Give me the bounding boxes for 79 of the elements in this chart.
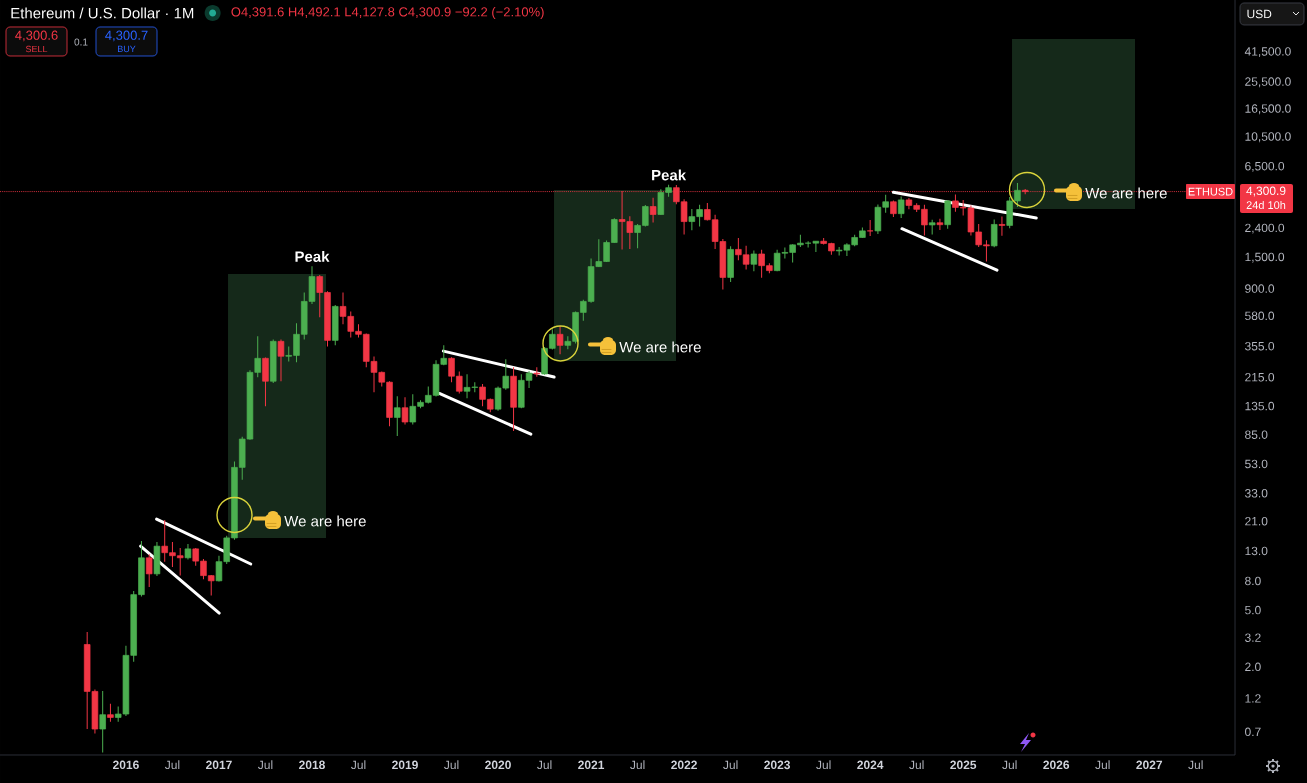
- x-tick-label: Jul: [537, 760, 552, 770]
- candlestick: [1014, 182, 1021, 208]
- y-tick-label: 580.0: [1245, 311, 1275, 321]
- y-tick-label: 10,500.0: [1245, 132, 1291, 143]
- text: 24d 10h: [1246, 200, 1286, 210]
- text: 4,300.9: [1246, 186, 1286, 197]
- annotation: Peak: [652, 169, 687, 181]
- annotation: 0.1: [74, 38, 88, 46]
- candlestick: [556, 325, 564, 355]
- y-tick-label: 1,500.0: [1245, 252, 1285, 263]
- x-tick-label: 2017: [206, 760, 232, 770]
- y-tick-label: 53.0: [1245, 459, 1268, 469]
- annotation: 4,300.6: [15, 30, 58, 42]
- y-tick-label: 900.0: [1245, 284, 1275, 293]
- y-tick-label: 21.0: [1245, 516, 1268, 526]
- annotation: We are here: [284, 515, 366, 527]
- text: USD: [1247, 9, 1272, 19]
- candlestick: [998, 215, 1006, 237]
- y-tick-label: 41,500.0: [1244, 47, 1291, 58]
- y-tick-label: 1.2: [1245, 694, 1261, 703]
- y-tick-label: 5.0: [1245, 605, 1261, 615]
- x-tick-label: Jul: [258, 760, 273, 770]
- y-tick-label: 33.0: [1245, 489, 1268, 498]
- y-tick-label: 16,500.0: [1245, 104, 1291, 115]
- candlestick: [262, 356, 269, 407]
- y-tick-label: 0.7: [1245, 727, 1261, 737]
- candlestick: [401, 396, 409, 425]
- y-tick-label: 215.0: [1245, 372, 1275, 382]
- x-tick-label: Jul: [1188, 760, 1203, 770]
- y-tick-label: 8.0: [1245, 576, 1261, 586]
- x-tick-label: Jul: [1095, 760, 1110, 770]
- candlestick: [750, 250, 758, 272]
- candlestick: [936, 218, 944, 231]
- x-tick-label: Jul: [1002, 760, 1017, 770]
- chart-title: Ethereum / U.S. Dollar · 1M: [11, 7, 194, 19]
- x-tick-label: Jul: [444, 760, 459, 770]
- text: O4,391.6 H4,492.1 L4,127.8 C4,300.9 −92.2 (−2.10%): [231, 6, 544, 20]
- annotation: Peak: [295, 250, 330, 262]
- x-tick-label: Jul: [351, 760, 366, 770]
- x-tick-label: 2024: [857, 760, 884, 770]
- y-tick-label: 3.2: [1245, 633, 1261, 642]
- y-tick-label: 2.0: [1245, 662, 1261, 672]
- candlestick: [944, 199, 951, 230]
- annotation: We are here: [1085, 187, 1167, 199]
- x-tick-label: 2022: [671, 760, 697, 770]
- x-tick-label: 2026: [1043, 760, 1070, 770]
- x-tick-label: Jul: [164, 760, 180, 770]
- x-tick-label: 2019: [392, 760, 418, 770]
- candlestick: [145, 553, 153, 588]
- candlestick: [277, 338, 285, 382]
- y-tick-label: 13.0: [1245, 546, 1268, 556]
- x-tick-label: 2016: [113, 760, 139, 770]
- annotation: SELL: [25, 45, 48, 53]
- y-tick-label: 355.0: [1245, 341, 1275, 351]
- y-tick-label: 85.0: [1245, 430, 1268, 439]
- candlestick: [107, 703, 114, 723]
- x-tick-label: 2027: [1136, 760, 1163, 770]
- x-tick-label: Jul: [723, 760, 738, 770]
- candlestick: [649, 197, 657, 224]
- candlestick: [897, 195, 905, 219]
- x-tick-label: 2018: [299, 760, 325, 770]
- x-tick-label: Jul: [816, 760, 831, 770]
- y-tick-label: 2,400.0: [1245, 223, 1285, 234]
- x-tick-label: 2023: [764, 760, 791, 770]
- x-tick-label: 2020: [485, 760, 511, 770]
- ref-line-label: ETHUSD: [1188, 187, 1233, 196]
- x-tick-label: 2021: [578, 760, 605, 770]
- candlestick: [394, 395, 401, 437]
- x-tick-label: Jul: [630, 760, 645, 770]
- annotation: 4,300.7: [105, 30, 148, 42]
- x-tick-label: 2025: [950, 760, 977, 770]
- annotation: We are here: [619, 341, 701, 353]
- x-tick-label: Jul: [909, 760, 924, 770]
- y-tick-label: 25,500.0: [1245, 77, 1291, 88]
- y-tick-label: 135.0: [1245, 401, 1275, 411]
- candlestick: [99, 690, 106, 753]
- candlestick: [990, 219, 998, 248]
- y-tick-label: 6,500.0: [1245, 161, 1285, 172]
- annotation: BUY: [117, 45, 136, 53]
